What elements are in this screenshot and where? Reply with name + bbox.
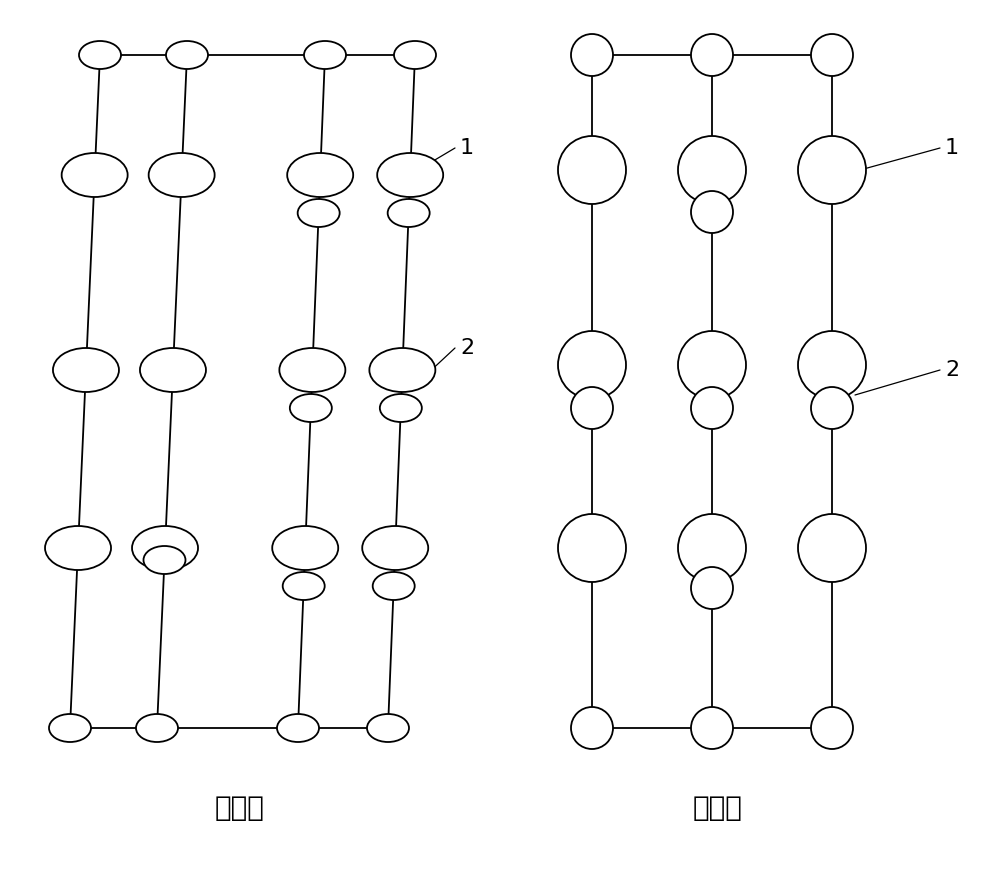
Circle shape xyxy=(678,136,746,204)
Text: 2: 2 xyxy=(460,338,474,358)
Ellipse shape xyxy=(279,348,345,392)
Ellipse shape xyxy=(388,199,430,227)
Ellipse shape xyxy=(380,394,422,422)
Ellipse shape xyxy=(272,526,338,570)
Ellipse shape xyxy=(287,153,353,197)
Circle shape xyxy=(811,707,853,749)
Circle shape xyxy=(798,514,866,582)
Circle shape xyxy=(691,191,733,233)
Text: 立体图: 立体图 xyxy=(215,794,265,822)
Ellipse shape xyxy=(140,348,206,392)
Ellipse shape xyxy=(362,526,428,570)
Ellipse shape xyxy=(136,714,178,742)
Circle shape xyxy=(558,514,626,582)
Circle shape xyxy=(678,331,746,399)
Circle shape xyxy=(571,707,613,749)
Ellipse shape xyxy=(377,153,443,197)
Circle shape xyxy=(811,387,853,429)
Circle shape xyxy=(691,707,733,749)
Circle shape xyxy=(811,34,853,76)
Text: 1: 1 xyxy=(460,138,474,158)
Ellipse shape xyxy=(143,546,185,574)
Ellipse shape xyxy=(290,394,332,422)
Ellipse shape xyxy=(283,572,325,600)
Ellipse shape xyxy=(277,714,319,742)
Circle shape xyxy=(571,34,613,76)
Ellipse shape xyxy=(369,348,435,392)
Circle shape xyxy=(558,136,626,204)
Circle shape xyxy=(571,387,613,429)
Ellipse shape xyxy=(79,41,121,69)
Ellipse shape xyxy=(53,348,119,392)
Ellipse shape xyxy=(394,41,436,69)
Circle shape xyxy=(678,514,746,582)
Circle shape xyxy=(691,34,733,76)
Ellipse shape xyxy=(166,41,208,69)
Ellipse shape xyxy=(45,526,111,570)
Circle shape xyxy=(558,331,626,399)
Ellipse shape xyxy=(298,199,340,227)
Ellipse shape xyxy=(49,714,91,742)
Text: 1: 1 xyxy=(945,138,959,158)
Text: 2: 2 xyxy=(945,360,959,380)
Ellipse shape xyxy=(62,153,128,197)
Ellipse shape xyxy=(367,714,409,742)
Ellipse shape xyxy=(304,41,346,69)
Ellipse shape xyxy=(373,572,415,600)
Circle shape xyxy=(798,136,866,204)
Text: 侧视图: 侧视图 xyxy=(693,794,743,822)
Circle shape xyxy=(691,567,733,609)
Circle shape xyxy=(798,331,866,399)
Ellipse shape xyxy=(149,153,215,197)
Circle shape xyxy=(691,387,733,429)
Ellipse shape xyxy=(132,526,198,570)
